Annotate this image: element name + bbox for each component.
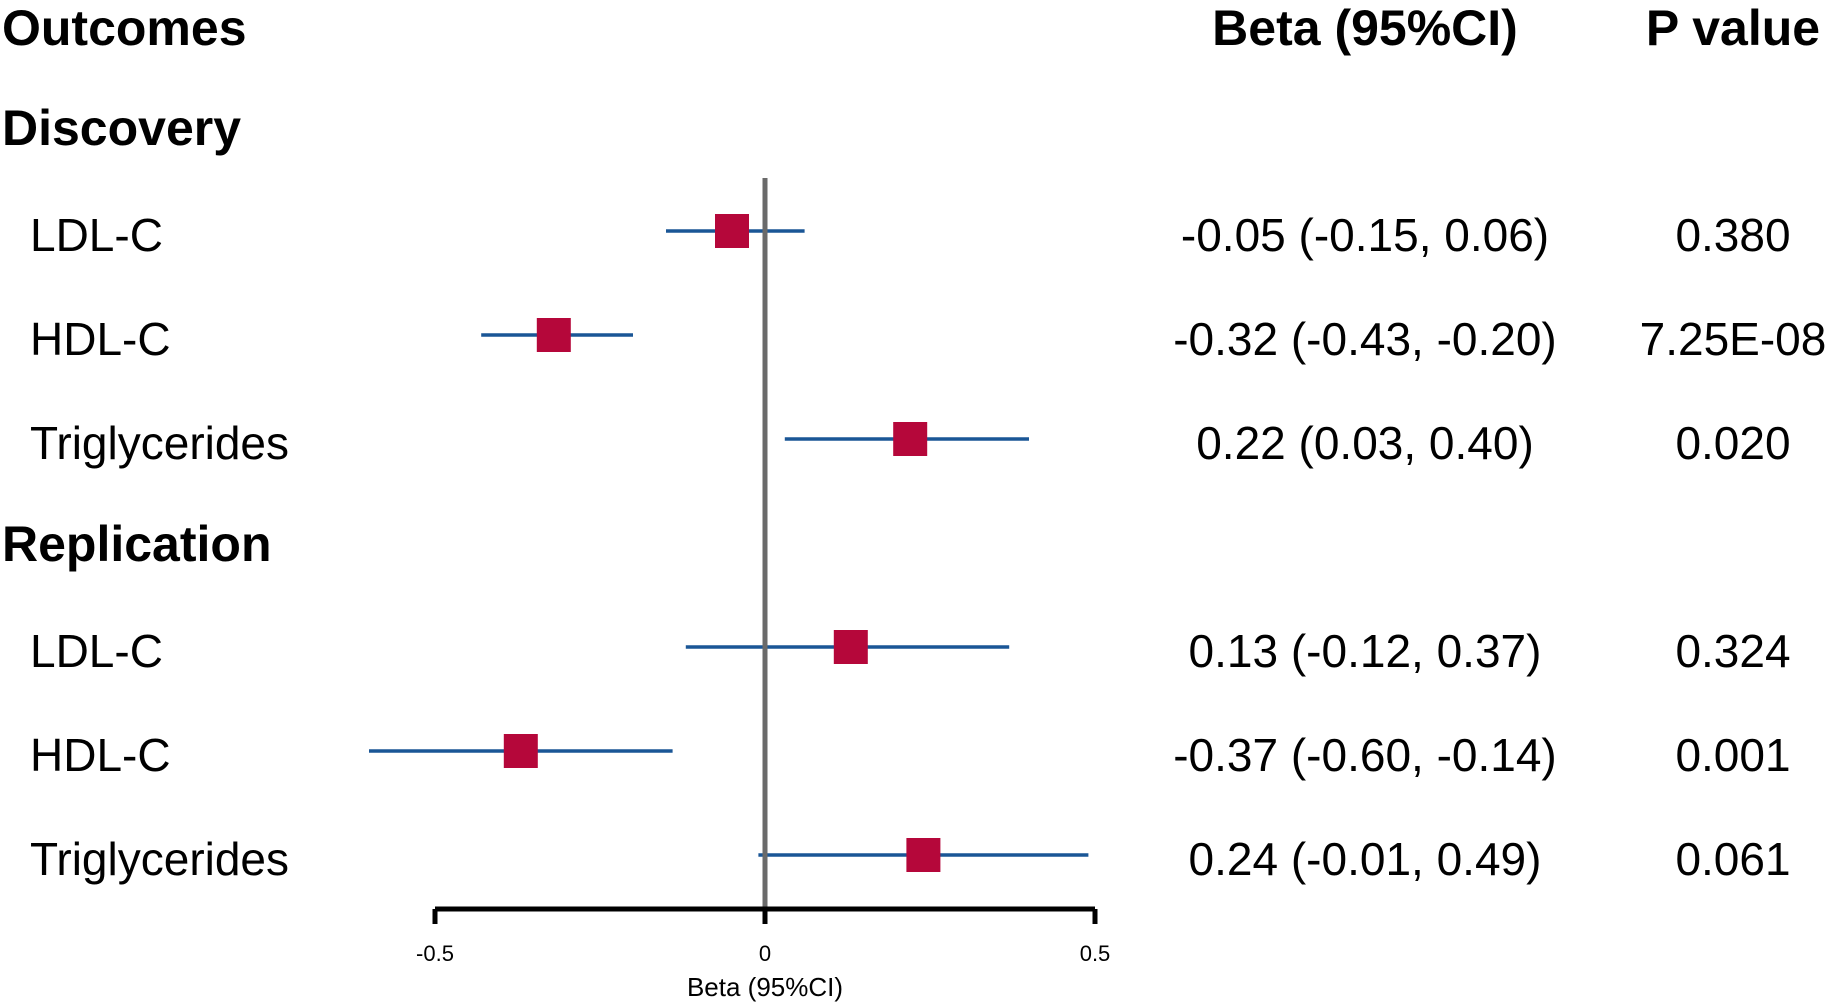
- x-tick-label-1: 0: [759, 941, 771, 966]
- beta-ci-replication-ldl: 0.13 (-0.12, 0.37): [1188, 625, 1542, 677]
- pvalue-discovery-tg: 0.020: [1675, 417, 1791, 469]
- ci-lines: [369, 229, 1089, 857]
- point-estimates: [503, 214, 941, 872]
- pvalue-replication-ldl: 0.324: [1675, 625, 1791, 677]
- point-estimate-discovery-triglycerides: [893, 422, 928, 456]
- pvalue-discovery-ldl: 0.380: [1675, 209, 1791, 261]
- header-pvalue: P value: [1645, 0, 1821, 56]
- point-estimate-discovery-hdl-c: [536, 318, 571, 352]
- x-tick-label-2: 0.5: [1080, 941, 1111, 966]
- x-tick-label-0: -0.5: [416, 941, 454, 966]
- point-estimate-replication-hdl-c: [503, 734, 538, 768]
- x-axis-ticks: -0.5 0 0.5: [416, 909, 1110, 966]
- point-estimate-discovery-ldl-c: [715, 214, 749, 248]
- beta-ci-replication-tg: 0.24 (-0.01, 0.49): [1188, 833, 1542, 885]
- pvalue-discovery-hdl: 7.25E-08: [1639, 313, 1827, 365]
- row-label-replication-ldl: LDL-C: [30, 625, 163, 677]
- beta-ci-discovery-ldl: -0.05 (-0.15, 0.06): [1180, 209, 1550, 261]
- section-title-replication: Replication: [2, 516, 272, 572]
- header-beta: Beta (95%CI): [1212, 0, 1518, 56]
- point-estimate-replication-ldl-c: [833, 630, 868, 664]
- pvalue-replication-hdl: 0.001: [1675, 729, 1791, 781]
- header-outcomes: Outcomes: [2, 0, 247, 56]
- row-label-replication-tg: Triglycerides: [30, 833, 290, 885]
- pvalue-replication-tg: 0.061: [1675, 833, 1791, 885]
- beta-ci-replication-hdl: -0.37 (-0.60, -0.14): [1173, 729, 1557, 781]
- x-axis-title: Beta (95%CI): [687, 972, 843, 1002]
- section-title-discovery: Discovery: [2, 100, 242, 156]
- row-label-discovery-hdl: HDL-C: [30, 313, 171, 365]
- row-label-discovery-tg: Triglycerides: [30, 417, 290, 469]
- beta-ci-discovery-hdl: -0.32 (-0.43, -0.20): [1173, 313, 1557, 365]
- row-label-replication-hdl: HDL-C: [30, 729, 171, 781]
- row-label-discovery-ldl: LDL-C: [30, 209, 163, 261]
- point-estimate-replication-triglycerides: [906, 838, 941, 872]
- beta-ci-discovery-tg: 0.22 (0.03, 0.40): [1196, 417, 1534, 469]
